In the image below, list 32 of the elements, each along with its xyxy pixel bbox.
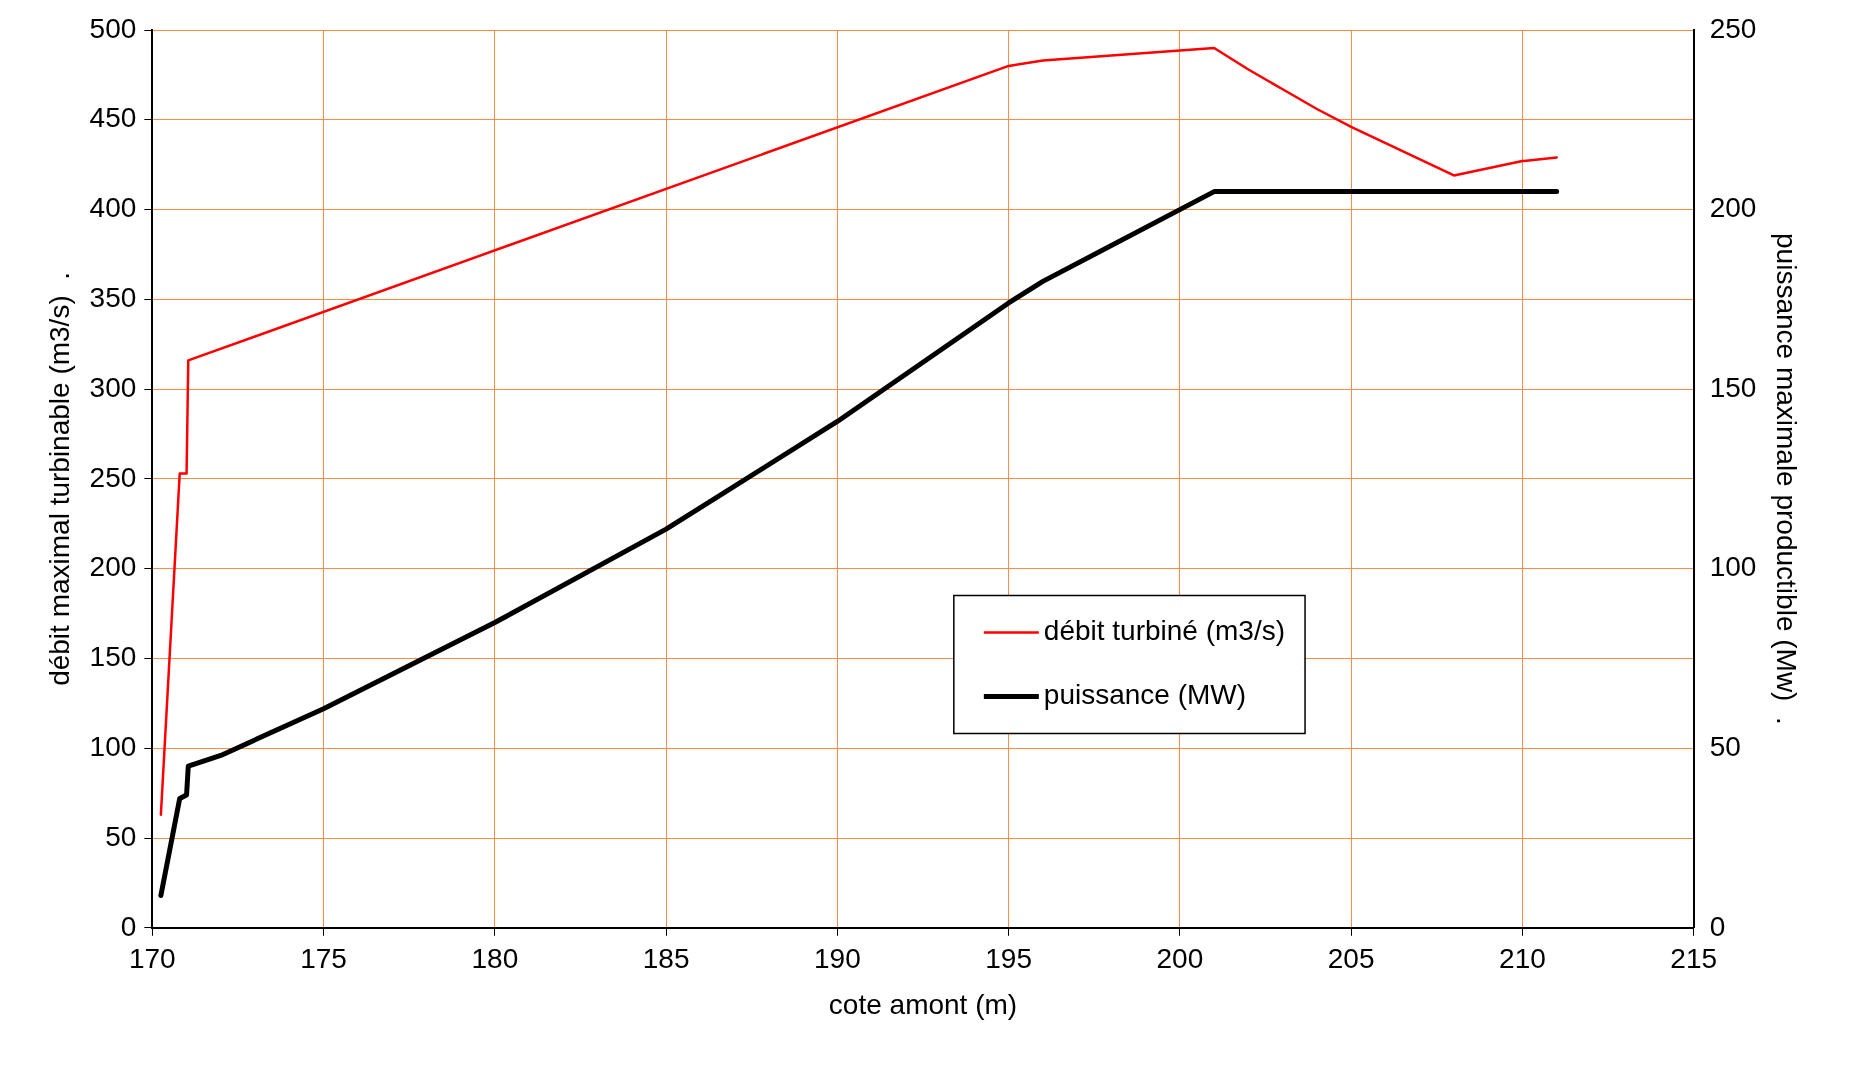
y2-tick-label: 200 — [1709, 192, 1757, 224]
y-tick-label: 450 — [89, 102, 137, 134]
x-tick-label: 205 — [1327, 943, 1375, 975]
y2-axis-title: puissance maximale productible (Mw) . — [1771, 233, 1803, 725]
y-tick-label: 500 — [89, 12, 137, 44]
x-tick-label: 195 — [985, 943, 1032, 975]
x-tick-label: 215 — [1670, 943, 1718, 975]
y-tick-label: 300 — [89, 371, 137, 403]
x-axis-title: cote amont (m) — [828, 988, 1018, 1020]
y-tick-label: 200 — [89, 551, 137, 583]
x-tick-label: 175 — [300, 943, 347, 975]
y2-tick-label: 50 — [1709, 730, 1741, 762]
y2-tick-label: 250 — [1709, 12, 1757, 44]
x-tick-label: 185 — [642, 943, 690, 975]
y-tick-label: 50 — [105, 820, 137, 852]
y-tick-label: 100 — [89, 730, 137, 762]
y-tick-label: 0 — [120, 910, 137, 942]
x-tick-label: 190 — [814, 943, 861, 975]
y-tick-label: 400 — [89, 192, 137, 224]
y-tick-label: 250 — [89, 461, 137, 493]
x-tick-label: 200 — [1156, 943, 1204, 975]
x-tick-label: 210 — [1499, 943, 1546, 975]
x-tick-label: 180 — [471, 943, 519, 975]
y-axis-title: débit maximal turbinable (m3/s) . — [43, 271, 75, 686]
legend-label: débit turbiné (m3/s) — [1043, 615, 1286, 647]
x-tick-label: 170 — [128, 943, 176, 975]
y-tick-label: 150 — [89, 641, 137, 673]
legend-label: puissance (MW) — [1043, 679, 1247, 711]
y-tick-label: 350 — [89, 282, 137, 314]
y2-tick-label: 150 — [1709, 371, 1757, 403]
y2-tick-label: 0 — [1709, 910, 1726, 942]
y2-tick-label: 100 — [1709, 551, 1757, 583]
